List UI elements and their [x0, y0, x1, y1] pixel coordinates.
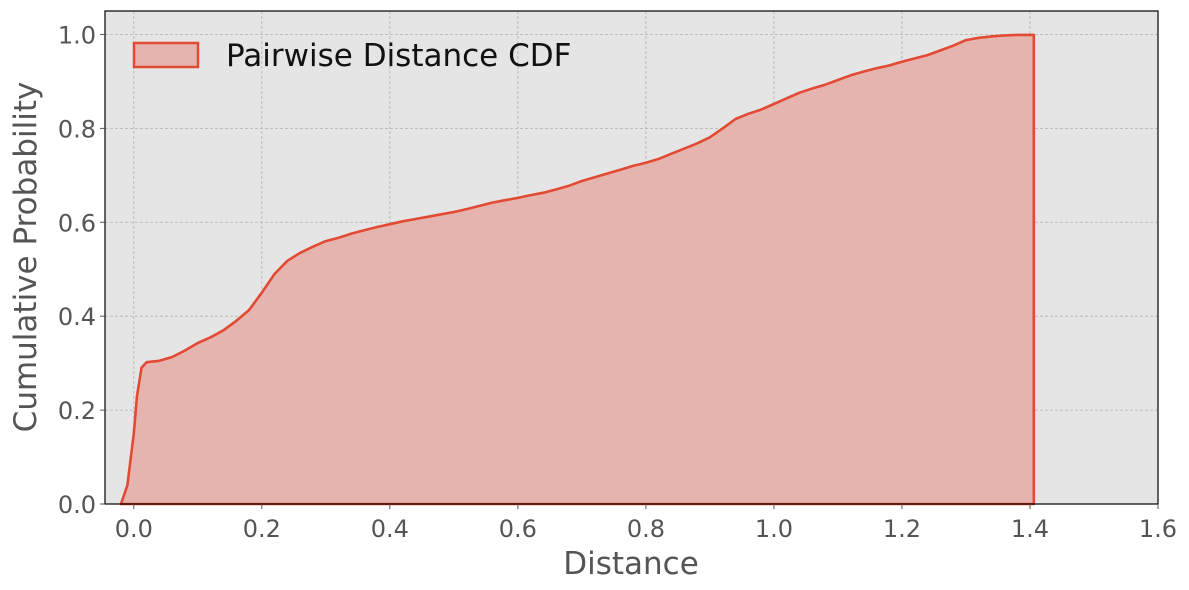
- x-tick-label: 0.4: [371, 515, 409, 543]
- legend-label: Pairwise Distance CDF: [226, 38, 571, 74]
- legend-swatch: [132, 41, 200, 69]
- y-tick-label: 0.4: [58, 303, 96, 331]
- x-tick-label: 0.0: [115, 515, 153, 543]
- x-tick-label: 0.2: [243, 515, 281, 543]
- y-tick-label: 0.0: [58, 491, 96, 519]
- x-tick-label: 1.6: [1139, 515, 1177, 543]
- x-tick-label: 0.6: [499, 515, 537, 543]
- y-axis-label: Cumulative Probability: [8, 82, 44, 433]
- cdf-area-fill: [121, 34, 1034, 505]
- axis-ticks: [100, 33, 1159, 509]
- x-tick-label: 0.8: [627, 515, 665, 543]
- plot-frame: [104, 10, 1159, 505]
- x-tick-label: 1.2: [883, 515, 921, 543]
- y-tick-label: 0.8: [58, 115, 96, 143]
- y-tick-label: 0.2: [58, 397, 96, 425]
- x-tick-labels: 0.0 0.2 0.4 0.6 0.8 1.0 1.2 1.4 1.6: [115, 515, 1177, 543]
- y-tick-labels: 0.0 0.2 0.4 0.6 0.8 1.0: [58, 21, 96, 519]
- y-tick-label: 1.0: [58, 21, 96, 49]
- legend: Pairwise Distance CDF: [132, 38, 571, 74]
- cdf-line: [119, 33, 1036, 506]
- x-tick-label: 1.4: [1011, 515, 1049, 543]
- y-tick-label: 0.6: [58, 209, 96, 237]
- x-tick-label: 1.0: [755, 515, 793, 543]
- x-axis-label: Distance: [563, 546, 699, 582]
